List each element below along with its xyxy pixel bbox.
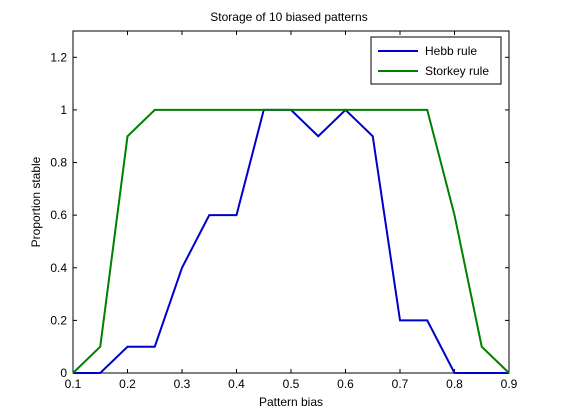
- y-tick-label: 1: [60, 103, 67, 117]
- y-tick-label: 0.8: [50, 156, 67, 170]
- x-tick-label: 0.4: [228, 377, 245, 391]
- y-tick-label: 0.6: [50, 208, 67, 222]
- y-tick-label: 0.2: [50, 313, 67, 327]
- x-tick-label: 0.3: [174, 377, 191, 391]
- x-tick-label: 0.5: [283, 377, 300, 391]
- x-tick-label: 0.7: [392, 377, 409, 391]
- x-tick-label: 0.2: [119, 377, 136, 391]
- chart-title: Storage of 10 biased patterns: [210, 10, 367, 24]
- x-axis-label: Pattern bias: [259, 395, 323, 409]
- y-axis: 0 0.2 0.4 0.6 0.8 1 1.2: [50, 50, 509, 380]
- y-tick-label: 0: [60, 366, 67, 380]
- x-axis: 0.1 0.2 0.3 0.4 0.5 0.6 0.7 0.8 0.9: [65, 31, 518, 391]
- legend: Hebb rule Storkey rule: [370, 36, 502, 85]
- legend-label: Storkey rule: [425, 64, 489, 78]
- series-lines: [72, 108, 510, 374]
- plot-area: [72, 30, 510, 374]
- series-line-storkey: [72, 108, 510, 374]
- x-tick-label: 0.1: [65, 377, 82, 391]
- y-tick-label: 1.2: [50, 50, 67, 64]
- y-axis-label: Proportion stable: [29, 156, 43, 247]
- x-tick-label: 0.6: [337, 377, 354, 391]
- y-tick-label: 0.4: [50, 261, 67, 275]
- x-tick-label: 0.8: [446, 377, 463, 391]
- legend-label: Hebb rule: [425, 44, 477, 58]
- x-tick-label: 0.9: [501, 377, 518, 391]
- legend-box: [370, 36, 502, 85]
